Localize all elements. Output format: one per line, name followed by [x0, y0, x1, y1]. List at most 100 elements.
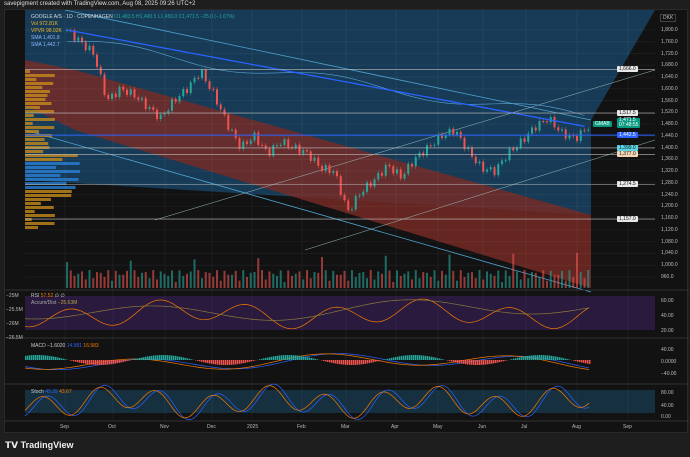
candle-body [437, 134, 440, 145]
macd-histogram-bar [245, 360, 247, 363]
macd-histogram-bar [317, 359, 319, 360]
macd-histogram-bar [231, 360, 233, 365]
macd-histogram-bar [61, 358, 63, 360]
legend-symbol[interactable]: GOOGLE A/S · 1D · COPENHAGEN O1,483.5 H1… [31, 14, 235, 20]
accdist-legend[interactable]: Accum/Dist −25.63M [31, 300, 77, 306]
volume-bar [512, 253, 515, 288]
volume-bar [576, 252, 578, 288]
time-tick: Aug [572, 424, 581, 430]
legend-sma2[interactable]: SMA 1,442.7 [31, 42, 60, 48]
volume-bar [504, 270, 507, 288]
candle-body [298, 144, 301, 154]
macd-histogram-bar [119, 360, 121, 363]
volume-bar [347, 280, 350, 288]
macd-histogram-bar [495, 360, 497, 363]
volume-bar [242, 270, 245, 288]
time-tick: Mar [341, 424, 350, 430]
macd-histogram-bar [339, 360, 341, 365]
pane-band [25, 296, 655, 330]
chart-canvas[interactable] [5, 10, 689, 434]
volume-bar [493, 275, 496, 288]
volume-bar [369, 270, 372, 288]
volume-bar [527, 278, 530, 288]
macd-histogram-bar [185, 357, 187, 360]
macd-histogram-bar [307, 357, 309, 360]
macd-histogram-bar [329, 360, 331, 363]
macd-histogram-bar [213, 360, 215, 365]
candle-body [88, 45, 91, 51]
candle-body [399, 169, 402, 179]
rsi-legend[interactable]: RSI 57.52 ∅ ∅ [31, 293, 65, 299]
candle-body [126, 89, 128, 95]
macd-histogram-bar [519, 357, 521, 360]
macd-histogram-bar [113, 360, 115, 364]
macd-histogram-bar [351, 360, 353, 365]
macd-histogram-bar [59, 357, 61, 360]
legend-vol[interactable]: Vol 972.81K [31, 21, 58, 27]
volume-bar [557, 274, 560, 288]
candle-body [234, 129, 237, 139]
candle-body [433, 144, 436, 146]
macd-histogram-bar [411, 355, 413, 360]
candle-body [84, 42, 87, 51]
macd-histogram-bar [247, 360, 249, 363]
macd-histogram-bar [201, 360, 203, 362]
candle-body [313, 157, 316, 161]
macd-histogram-bar [277, 355, 279, 360]
volume-bar [482, 279, 485, 288]
volume-bar [306, 270, 308, 288]
macd-histogram-bar [423, 355, 425, 360]
volume-profile-bar [25, 74, 55, 77]
volume-bar [234, 270, 237, 288]
price-tick: 1,440.0 [661, 132, 678, 139]
candle-body [272, 145, 275, 156]
candle-body [339, 176, 342, 196]
macd-histogram-bar [359, 360, 361, 365]
macd-histogram-bar [541, 355, 543, 360]
macd-histogram-bar [289, 355, 291, 360]
volume-bar [433, 270, 436, 288]
rsi-line [24, 298, 590, 330]
volume-bar [257, 258, 260, 288]
chart-header: savepigment created with TradingView.com… [4, 1, 196, 7]
macd-histogram-bar [123, 360, 125, 362]
volume-profile-bar [25, 222, 55, 225]
price-tick: 1,800.0 [661, 27, 678, 33]
tradingview-logo[interactable]: 𝗧𝗩 TradingView [5, 440, 73, 451]
macd-histogram-bar [389, 358, 391, 360]
volume-profile-bar [25, 170, 80, 173]
macd-histogram-bar [585, 360, 587, 364]
macd-histogram-bar [523, 356, 525, 360]
stoch-legend[interactable]: Stoch 49.39 43.67 [31, 389, 72, 395]
legend-vpvr[interactable]: VPVR 98.02K [31, 28, 62, 34]
rsi-tick: 20.00 [661, 328, 674, 334]
candle-body [489, 167, 492, 170]
volume-bar [197, 270, 200, 288]
candle-body [227, 114, 230, 130]
macd-histogram-bar [539, 355, 541, 360]
volume-bar [99, 272, 102, 288]
macd-histogram-bar [515, 358, 517, 360]
volume-bar [193, 259, 196, 288]
macd-histogram-bar [297, 355, 299, 360]
macd-histogram-bar [249, 360, 251, 362]
candle-body [512, 148, 515, 151]
volume-profile-bar [25, 214, 55, 217]
volume-bar [152, 270, 155, 288]
volume-bar [531, 272, 533, 288]
macd-histogram-bar [149, 356, 151, 360]
legend-sma1[interactable]: SMA 1,401.8 [31, 35, 60, 41]
macd-legend[interactable]: MACD −1.6020 14.981 16.583 [31, 343, 99, 349]
volume-bar [388, 270, 391, 288]
candle-body [182, 88, 185, 97]
volume-bar [84, 279, 87, 288]
volume-bar [294, 273, 297, 288]
candle-body [253, 132, 256, 141]
macd-histogram-bar [233, 360, 235, 365]
chart-frame[interactable]: GOOGLE A/S · 1D · COPENHAGEN O1,483.5 H1… [4, 9, 689, 434]
candle-body [261, 144, 263, 146]
macd-histogram-bar [109, 360, 111, 365]
candle-body [197, 77, 200, 79]
volume-profile-bar [25, 110, 55, 113]
currency-label[interactable]: DKK [660, 14, 677, 22]
